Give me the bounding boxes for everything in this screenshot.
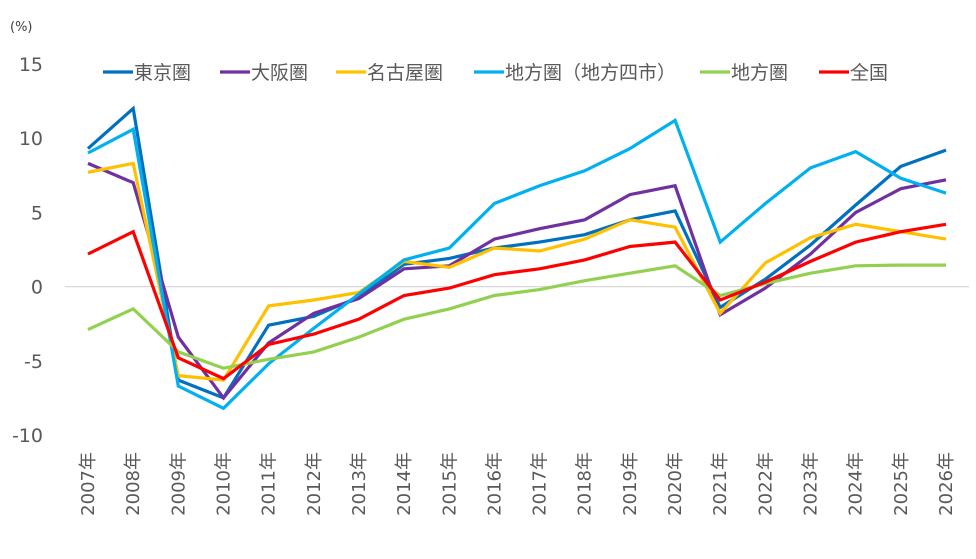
series-line-4	[87, 263, 946, 370]
legend-item: 大阪圏	[220, 62, 308, 84]
x-tick-label: 2012年	[304, 452, 325, 516]
series-line-1	[87, 161, 947, 401]
x-tick-label: 2011年	[259, 452, 280, 516]
y-tick-label: 15	[19, 54, 43, 76]
x-tick-label: 2008年	[123, 452, 144, 516]
x-tick-label: 2017年	[530, 452, 551, 516]
x-tick-label: 2013年	[349, 452, 370, 516]
legend-label: 地方圏	[731, 62, 788, 84]
legend: 東京圏 大阪圏 名古屋圏 地方圏（地方四市） 地方圏 全国	[103, 62, 888, 84]
x-tick-label: 2009年	[168, 452, 189, 516]
x-tick-label: 2014年	[394, 452, 415, 516]
y-axis-ticks: 15 10 5 0 -5 -10	[12, 54, 43, 447]
series-line-3	[87, 118, 947, 411]
legend-item: 全国	[819, 62, 888, 84]
x-tick-label: 2022年	[755, 452, 776, 516]
x-tick-label: 2018年	[575, 452, 596, 516]
y-axis-unit-label: (%)	[10, 20, 33, 35]
x-tick-label: 2010年	[213, 452, 234, 516]
legend-item: 地方圏（地方四市）	[474, 62, 676, 84]
x-tick-label: 2007年	[78, 452, 99, 516]
legend-label: 全国	[850, 62, 888, 84]
legend-item: 地方圏	[700, 62, 788, 84]
x-tick-label: 2026年	[936, 452, 957, 516]
x-axis-ticks: 2007年 2008年 2009年 2010年 2011年 2012年 2013年 2014年…	[78, 452, 957, 516]
y-tick-label: 10	[19, 128, 43, 150]
x-tick-label: 2020年	[665, 452, 686, 516]
x-tick-label: 2021年	[710, 452, 731, 516]
legend-label: 地方圏（地方四市）	[505, 62, 676, 84]
x-tick-label: 2025年	[891, 452, 912, 516]
legend-item: 東京圏	[103, 62, 191, 84]
legend-label: 名古屋圏	[367, 62, 443, 84]
y-tick-label: -10	[12, 425, 43, 447]
series-lines	[86, 105, 947, 411]
x-tick-label: 2024年	[846, 452, 867, 516]
y-tick-label: -5	[24, 351, 43, 373]
series-line-0	[86, 105, 947, 400]
y-tick-label: 0	[31, 277, 43, 299]
legend-item: 名古屋圏	[336, 62, 443, 84]
series-line-5	[87, 222, 947, 381]
legend-label: 東京圏	[134, 62, 191, 84]
y-tick-label: 5	[31, 202, 43, 224]
x-tick-label: 2016年	[484, 452, 505, 516]
x-tick-label: 2015年	[439, 452, 460, 516]
legend-label: 大阪圏	[251, 62, 308, 84]
x-tick-label: 2023年	[801, 452, 822, 516]
x-tick-label: 2019年	[620, 452, 641, 516]
